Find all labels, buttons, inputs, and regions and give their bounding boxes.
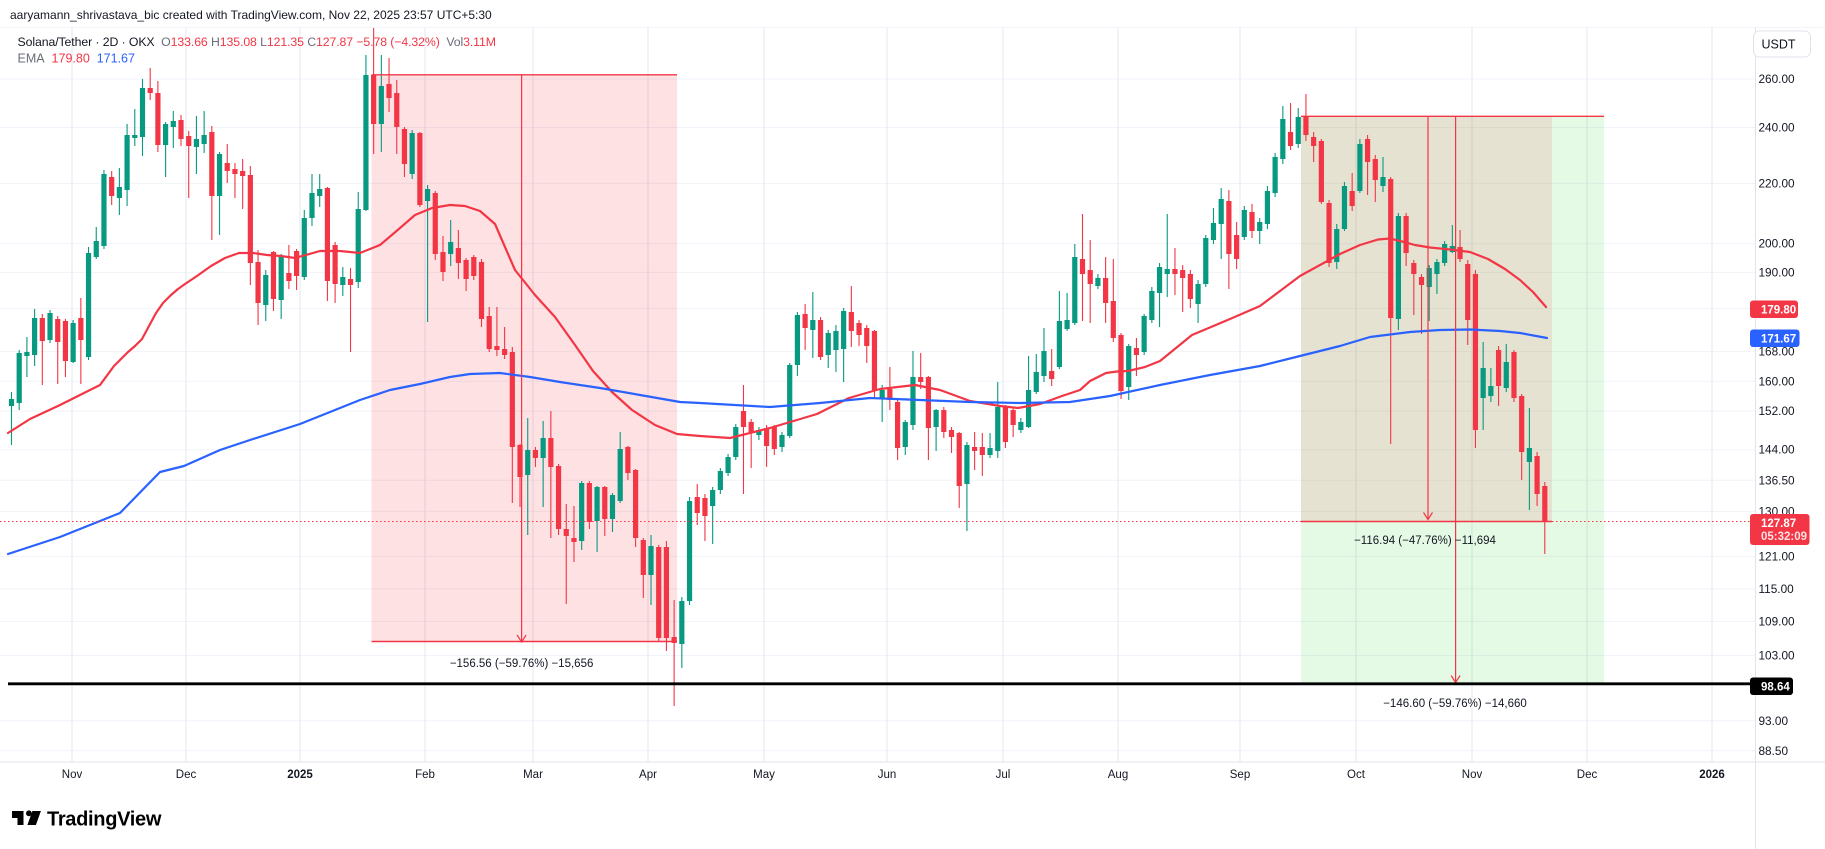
svg-text:179.80: 179.80 — [1761, 304, 1796, 316]
svg-text:121.00: 121.00 — [1759, 549, 1796, 563]
svg-text:EMA 179.80 171.67: EMA 179.80 171.67 — [18, 52, 136, 66]
svg-text:05:32:09: 05:32:09 — [1761, 531, 1807, 543]
svg-text:Nov: Nov — [62, 769, 83, 781]
svg-text:109.00: 109.00 — [1759, 615, 1796, 629]
svg-text:260.00: 260.00 — [1759, 72, 1796, 86]
svg-text:88.50: 88.50 — [1759, 744, 1789, 758]
svg-text:103.00: 103.00 — [1759, 649, 1796, 663]
svg-text:Aug: Aug — [1108, 769, 1128, 781]
svg-text:Nov: Nov — [1462, 769, 1483, 781]
svg-text:Jun: Jun — [878, 769, 897, 781]
svg-text:98.64: 98.64 — [1761, 681, 1790, 693]
svg-text:aaryamann_shrivastava_bic crea: aaryamann_shrivastava_bic created with T… — [10, 8, 492, 22]
svg-text:152.00: 152.00 — [1759, 404, 1796, 418]
svg-text:93.00: 93.00 — [1759, 714, 1789, 728]
svg-text:240.00: 240.00 — [1759, 121, 1796, 135]
svg-text:Oct: Oct — [1347, 769, 1366, 781]
svg-text:Mar: Mar — [523, 769, 543, 781]
svg-text:−146.60 (−59.76%) −14,660: −146.60 (−59.76%) −14,660 — [1383, 698, 1527, 710]
svg-text:−156.56 (−59.76%) −15,656: −156.56 (−59.76%) −15,656 — [450, 658, 594, 670]
svg-text:Feb: Feb — [415, 769, 435, 781]
svg-text:Dec: Dec — [176, 769, 197, 781]
svg-text:136.50: 136.50 — [1759, 473, 1796, 487]
svg-text:USDT: USDT — [1761, 38, 1795, 52]
svg-text:Solana/Tether · 2D · OKX O133: Solana/Tether · 2D · OKX O133.66 H135.08… — [18, 35, 496, 49]
svg-text:127.87: 127.87 — [1761, 518, 1796, 530]
svg-text:160.00: 160.00 — [1759, 374, 1796, 388]
svg-text:220.00: 220.00 — [1759, 176, 1796, 190]
svg-text:−116.94 (−47.76%) −11,694: −116.94 (−47.76%) −11,694 — [1354, 535, 1496, 547]
svg-text:190.00: 190.00 — [1759, 265, 1796, 279]
svg-text:Jul: Jul — [996, 769, 1011, 781]
svg-text:May: May — [753, 769, 775, 781]
svg-text:Dec: Dec — [1577, 769, 1598, 781]
svg-text:2025: 2025 — [287, 769, 313, 781]
svg-text:2026: 2026 — [1699, 769, 1725, 781]
svg-text:200.00: 200.00 — [1759, 237, 1796, 251]
svg-text:144.00: 144.00 — [1759, 443, 1796, 457]
svg-text:Sep: Sep — [1230, 769, 1250, 781]
svg-text:Apr: Apr — [639, 769, 657, 781]
svg-text:171.67: 171.67 — [1761, 333, 1796, 345]
svg-text:168.00: 168.00 — [1759, 345, 1796, 359]
svg-text:115.00: 115.00 — [1759, 582, 1795, 596]
svg-text:TradingView: TradingView — [47, 809, 162, 831]
